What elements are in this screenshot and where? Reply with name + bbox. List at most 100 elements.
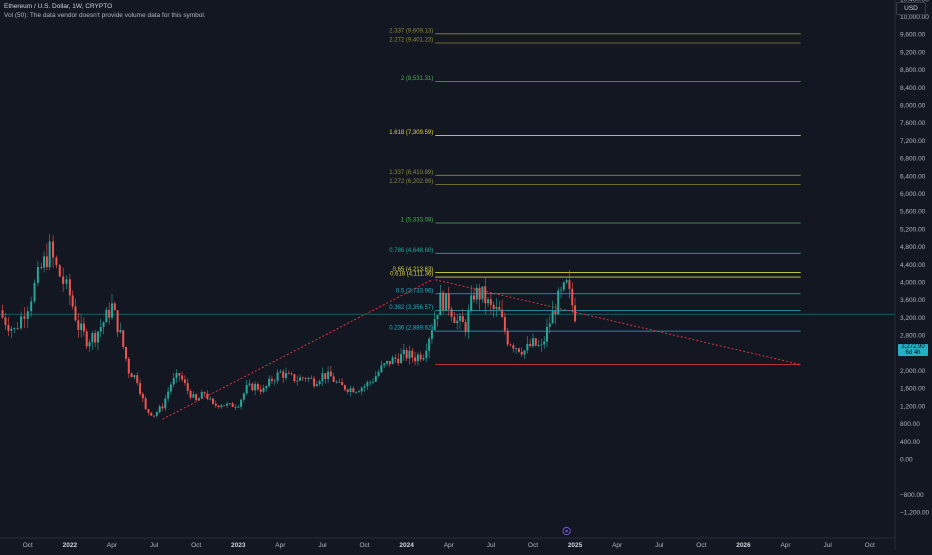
candle-body[interactable] bbox=[23, 316, 26, 319]
candle-body[interactable] bbox=[321, 373, 324, 382]
candle-body[interactable] bbox=[161, 406, 164, 409]
candle-body[interactable] bbox=[315, 384, 318, 387]
candle-body[interactable] bbox=[386, 360, 389, 364]
trend-line[interactable] bbox=[435, 279, 801, 365]
candle-body[interactable] bbox=[352, 388, 355, 393]
candle-body[interactable] bbox=[534, 338, 537, 346]
candle-body[interactable] bbox=[147, 409, 150, 413]
candle-body[interactable] bbox=[186, 383, 189, 391]
candle-body[interactable] bbox=[167, 391, 170, 399]
candle-body[interactable] bbox=[397, 358, 400, 364]
candle-body[interactable] bbox=[481, 286, 484, 300]
candle-body[interactable] bbox=[447, 293, 450, 310]
candle-body[interactable] bbox=[33, 282, 36, 302]
candle-body[interactable] bbox=[200, 392, 203, 399]
candle-body[interactable] bbox=[256, 384, 259, 390]
candle-body[interactable] bbox=[268, 378, 271, 386]
candle-body[interactable] bbox=[492, 304, 495, 309]
candle-body[interactable] bbox=[248, 383, 251, 385]
candle-body[interactable] bbox=[136, 375, 139, 384]
candle-body[interactable] bbox=[4, 317, 7, 325]
candle-body[interactable] bbox=[341, 382, 344, 386]
candle-body[interactable] bbox=[237, 406, 240, 408]
candle-body[interactable] bbox=[122, 330, 125, 347]
candle-body[interactable] bbox=[307, 377, 310, 380]
candle-body[interactable] bbox=[296, 380, 299, 382]
candle-body[interactable] bbox=[574, 305, 577, 322]
candle-body[interactable] bbox=[357, 391, 360, 393]
candle-body[interactable] bbox=[543, 341, 546, 345]
candle-body[interactable] bbox=[360, 387, 363, 392]
candle-body[interactable] bbox=[80, 323, 83, 330]
candle-body[interactable] bbox=[419, 354, 422, 360]
candle-body[interactable] bbox=[279, 371, 282, 373]
candle-body[interactable] bbox=[515, 348, 518, 350]
candle-body[interactable] bbox=[88, 342, 91, 347]
candle-body[interactable] bbox=[422, 358, 425, 360]
candle-body[interactable] bbox=[329, 371, 332, 377]
candle-body[interactable] bbox=[411, 350, 414, 358]
candle-body[interactable] bbox=[416, 354, 419, 362]
candle-body[interactable] bbox=[139, 383, 142, 394]
candle-body[interactable] bbox=[529, 343, 532, 347]
candle-body[interactable] bbox=[265, 385, 268, 389]
candle-body[interactable] bbox=[501, 309, 504, 318]
candle-body[interactable] bbox=[355, 392, 358, 393]
candle-body[interactable] bbox=[470, 295, 473, 311]
candle-body[interactable] bbox=[181, 375, 184, 380]
candle-body[interactable] bbox=[380, 365, 383, 373]
candle-body[interactable] bbox=[71, 295, 74, 307]
candle-body[interactable] bbox=[388, 360, 391, 365]
candle-body[interactable] bbox=[557, 290, 560, 315]
candle-body[interactable] bbox=[394, 357, 397, 359]
candle-body[interactable] bbox=[150, 412, 153, 416]
candle-body[interactable] bbox=[26, 311, 29, 319]
candle-body[interactable] bbox=[206, 393, 209, 400]
candle-body[interactable] bbox=[228, 403, 231, 405]
candle-body[interactable] bbox=[242, 393, 245, 400]
candle-body[interactable] bbox=[478, 287, 481, 300]
candle-body[interactable] bbox=[16, 328, 19, 330]
candle-body[interactable] bbox=[276, 372, 279, 381]
candle-body[interactable] bbox=[408, 350, 411, 359]
candle-body[interactable] bbox=[517, 348, 520, 352]
candle-body[interactable] bbox=[189, 390, 192, 398]
candle-body[interactable] bbox=[324, 373, 327, 379]
candle-body[interactable] bbox=[108, 309, 111, 318]
candle-body[interactable] bbox=[369, 381, 372, 383]
candle-body[interactable] bbox=[318, 381, 321, 385]
candle-body[interactable] bbox=[461, 315, 464, 323]
candle-body[interactable] bbox=[343, 385, 346, 390]
candle-body[interactable] bbox=[105, 309, 108, 323]
candle-body[interactable] bbox=[68, 279, 71, 296]
candle-body[interactable] bbox=[52, 241, 55, 258]
candle-body[interactable] bbox=[290, 373, 293, 375]
candle-body[interactable] bbox=[55, 257, 58, 266]
candle-body[interactable] bbox=[82, 323, 85, 332]
candle-body[interactable] bbox=[158, 406, 161, 413]
candle-body[interactable] bbox=[125, 346, 128, 359]
candle-body[interactable] bbox=[489, 299, 492, 305]
candle-body[interactable] bbox=[116, 310, 119, 333]
candle-body[interactable] bbox=[484, 286, 487, 304]
candle-body[interactable] bbox=[346, 389, 349, 392]
candle-body[interactable] bbox=[430, 330, 433, 339]
candle-body[interactable] bbox=[102, 322, 105, 327]
candle-body[interactable] bbox=[251, 383, 254, 391]
candle-body[interactable] bbox=[130, 373, 133, 378]
candle-body[interactable] bbox=[299, 377, 302, 381]
candle-body[interactable] bbox=[391, 357, 394, 365]
candle-body[interactable] bbox=[293, 374, 296, 382]
candle-body[interactable] bbox=[467, 310, 470, 333]
candle-body[interactable] bbox=[414, 357, 417, 362]
candle-body[interactable] bbox=[172, 378, 175, 385]
candle-body[interactable] bbox=[214, 403, 217, 406]
candle-body[interactable] bbox=[240, 399, 243, 407]
candle-body[interactable] bbox=[99, 326, 102, 332]
candle-body[interactable] bbox=[545, 326, 548, 342]
candle-body[interactable] bbox=[133, 375, 136, 378]
candle-body[interactable] bbox=[531, 338, 534, 347]
candle-body[interactable] bbox=[77, 320, 80, 330]
candle-body[interactable] bbox=[203, 392, 206, 394]
